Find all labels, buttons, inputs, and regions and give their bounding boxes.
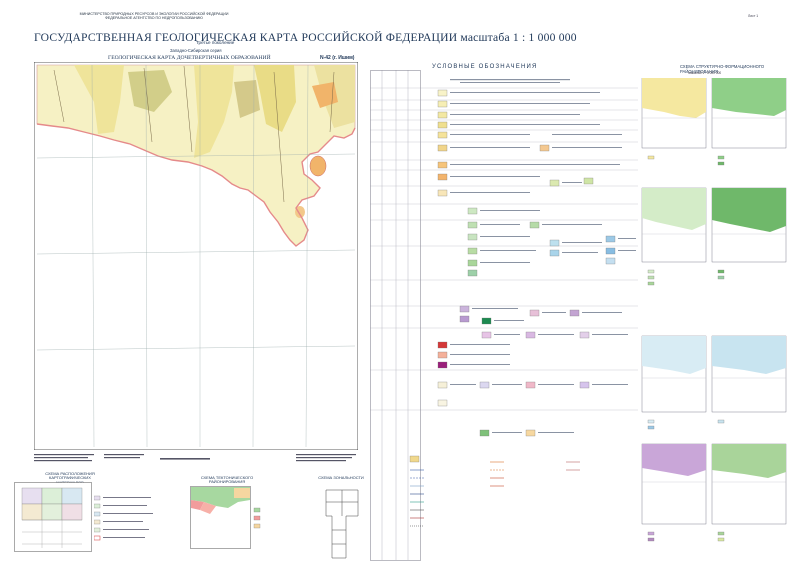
- inset-3-map: [325, 489, 359, 559]
- page-number: Лист 1: [748, 14, 759, 18]
- legend-line-symbols: [410, 461, 580, 527]
- edition-label: Третье поколение: [196, 40, 235, 45]
- strat-column: [370, 70, 421, 561]
- formation-patch-olive-2: [234, 80, 260, 118]
- note-text-blocks: [34, 454, 356, 462]
- ministry-line-2: ФЕДЕРАЛЬНОЕ АГЕНТСТВО ПО НЕДРОПОЛЬЗОВАНИ…: [105, 16, 203, 20]
- formation-band-2: [194, 65, 234, 158]
- fault-line-1: [53, 69, 65, 123]
- page-title: ГОСУДАРСТВЕННАЯ ГЕОЛОГИЧЕСКАЯ КАРТА РОСС…: [34, 31, 577, 44]
- structure-scale: Масштаб 1 : 5 000 000: [688, 71, 722, 75]
- fault-line-3: [183, 65, 193, 153]
- structural-schemes: [641, 78, 787, 542]
- map-title: ГЕОЛОГИЧЕСКАЯ КАРТА ДОЧЕТВЕРТИЧНЫХ ОБРАЗ…: [108, 55, 271, 61]
- inset-1-legend: [94, 495, 153, 541]
- fault-line-2: [143, 67, 153, 143]
- ministry-header: МИНИСТЕРСТВО ПРИРОДНЫХ РЕСУРСОВ И ЭКОЛОГ…: [34, 12, 274, 20]
- formation-patch-olive: [128, 70, 172, 112]
- formation-orange-1: [312, 82, 338, 108]
- inset-2-map: [190, 486, 261, 549]
- state-border: [36, 123, 356, 247]
- series-label: Западно-Сибирская серия: [170, 48, 222, 53]
- structure-panel-title: СХЕМА СТРУКТУРНО-ФОРМАЦИОННОГО РАЙОНИРОВ…: [680, 64, 765, 74]
- geologic-map[interactable]: [34, 62, 358, 450]
- fault-line-5: [329, 71, 335, 133]
- inset-2-title: СХЕМА ТЕКТОНИЧЕСКОГО РАЙОНИРОВАНИЯ: [200, 475, 254, 485]
- legend-text-lines: [450, 79, 636, 433]
- intrusion-orange: [309, 155, 327, 177]
- formation-band-3: [254, 65, 296, 132]
- inset-1-map: [14, 482, 92, 552]
- legend-swatches: [409, 89, 616, 463]
- legend-title: УСЛОВНЫЕ ОБОЗНАЧЕНИЯ: [432, 64, 538, 70]
- graticule: [36, 64, 356, 448]
- formation-band-1: [74, 65, 124, 134]
- legend-panel: [370, 70, 638, 561]
- inset-3-title: СХЕМА ЗОНАЛЬНОСТИ: [318, 475, 364, 480]
- formation-orange-2: [295, 206, 305, 218]
- sheet-number: N-42 (г. Ишим): [320, 55, 355, 61]
- map-bottom-notes: [34, 454, 356, 462]
- fault-line-4: [273, 71, 285, 203]
- ministry-line-1: МИНИСТЕРСТВО ПРИРОДНЫХ РЕСУРСОВ И ЭКОЛОГ…: [79, 12, 229, 16]
